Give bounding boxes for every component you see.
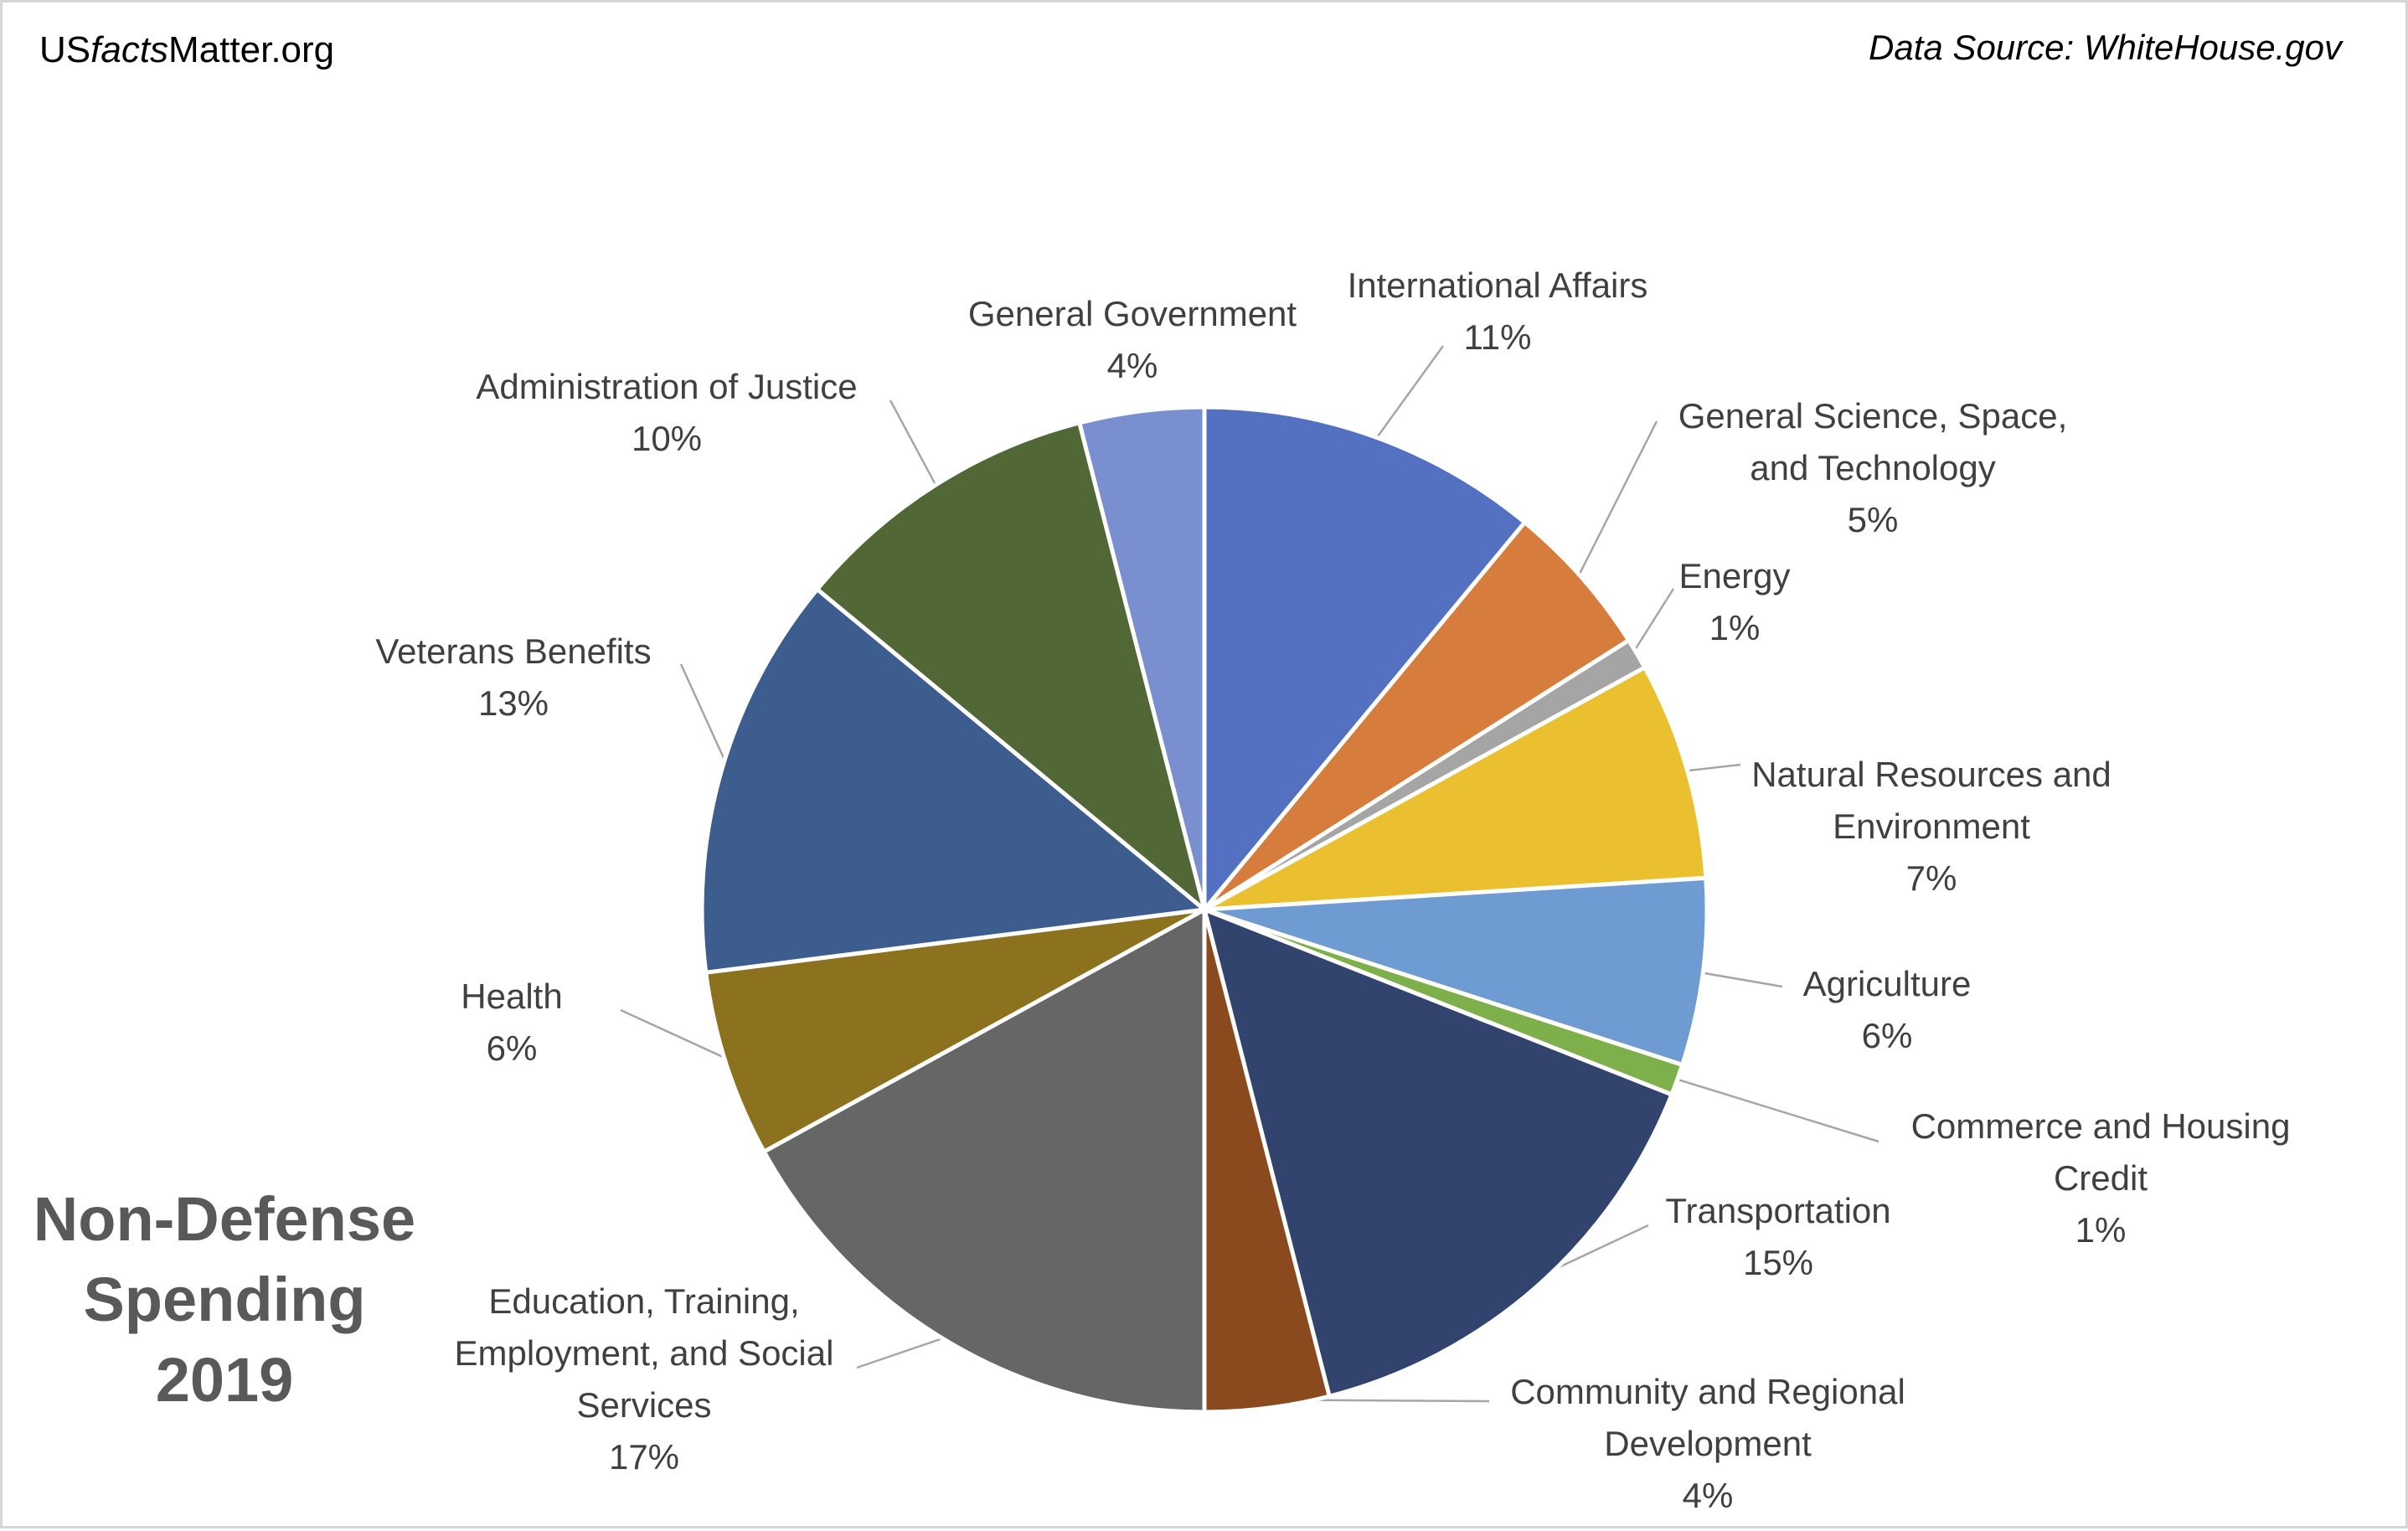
slice-percent: 5%: [1848, 500, 1899, 539]
pie-slice-international-affairs: [1202, 405, 1527, 912]
slice-label-natural-resources-and-environment: Natural Resources and Environment 7%: [1751, 755, 2112, 898]
leader-line-veterans-benefits: [679, 663, 731, 772]
slice-label-veterans-benefits: Veterans Benefits 13%: [375, 631, 651, 723]
slice-label-line: Education, Training,: [488, 1281, 799, 1321]
slice-label-line: General Science, Space,: [1678, 396, 2068, 436]
slice-label-line: Services: [576, 1385, 711, 1425]
slice-percent: 6%: [1862, 1016, 1913, 1055]
pie-slice-health: [704, 907, 1207, 1154]
leader-line-agriculture: [1694, 970, 1783, 988]
leader-line-administration-of-justice: [889, 400, 941, 493]
slice-label-administration-of-justice: Administration of Justice 10%: [476, 367, 857, 458]
slice-label-general-government: General Government 4%: [968, 294, 1297, 385]
slice-percent: 11%: [1464, 317, 1532, 357]
slice-label-line: Transportation: [1665, 1191, 1890, 1230]
site-suffix: Matter.org: [168, 29, 335, 70]
slice-label-line: Development: [1604, 1424, 1812, 1463]
slice-percent: 17%: [609, 1437, 679, 1477]
slice-label-international-affairs: International Affairs 11%: [1348, 265, 1648, 357]
slice-percent: 6%: [487, 1028, 538, 1068]
slice-percent: 15%: [1743, 1243, 1813, 1282]
chart-title-line: Non-Defense: [33, 1184, 416, 1254]
slice-label-agriculture: Agriculture 6%: [1803, 964, 1972, 1055]
pie-slice-veterans-benefits: [699, 587, 1207, 975]
slice-percent: 1%: [1709, 608, 1761, 647]
slice-percent: 10%: [632, 419, 702, 458]
chart-title: Non-Defense Spending 2019: [3, 1179, 446, 1420]
slice-percent: 4%: [1683, 1476, 1734, 1515]
site-italic: facts: [90, 29, 169, 70]
slice-label-transportation: Transportation 15%: [1665, 1191, 1890, 1282]
leader-line-international-affairs: [1370, 345, 1445, 446]
data-source: Data Source: WhiteHouse.gov: [1869, 28, 2342, 67]
pie-slice-natural-resources-and-environment: [1202, 665, 1709, 912]
pie-slice-administration-of-justice: [815, 420, 1207, 912]
slice-label-general-science-space-and-technology: General Science, Space, and Technology 5%: [1678, 396, 2068, 539]
slice-labels: International Affairs 11% General Science,…: [375, 265, 2290, 1515]
slice-label-community-and-regional-development: Community and Regional Development 4%: [1510, 1372, 1905, 1515]
slice-label-line: Administration of Justice: [476, 367, 857, 406]
slice-label-education-training-employment-and-social-services: Education, Training, Employment, and Soci…: [455, 1281, 834, 1477]
pie-slice-transportation: [1202, 907, 1674, 1399]
chart-title-line: Spending: [83, 1265, 366, 1334]
slice-label-line: and Technology: [1750, 448, 1995, 487]
leader-line-education-training-employment-and-social-services: [856, 1333, 954, 1369]
pie-slice-agriculture: [1202, 875, 1709, 1067]
slice-label-line: Health: [461, 977, 562, 1016]
slice-label-energy: Energy 1%: [1678, 556, 1790, 647]
slice-label-line: Environment: [1833, 807, 2030, 846]
slice-percent: 13%: [478, 683, 549, 723]
slice-label-line: International Affairs: [1348, 265, 1648, 305]
slice-label-line: Community and Regional: [1510, 1372, 1905, 1411]
slice-label-line: Energy: [1678, 556, 1790, 595]
pie-slice-education-training-employment-and-social-services: [761, 907, 1207, 1415]
leader-line-health: [620, 1008, 735, 1064]
pie-slice-general-science-space-and-technology: [1202, 520, 1632, 912]
slice-label-line: Credit: [2054, 1158, 2148, 1198]
slice-label-line: Employment, and Social: [455, 1333, 834, 1373]
slice-label-health: Health 6%: [461, 977, 562, 1068]
site-prefix: US: [39, 29, 91, 70]
slice-percent: 4%: [1107, 346, 1158, 385]
leader-line-energy: [1628, 588, 1675, 659]
site-name: USfactsMatter.org: [39, 29, 334, 71]
pie-slices: [699, 405, 1709, 1415]
leader-line-commerce-and-housing-credit: [1668, 1075, 1879, 1143]
slice-percent: 1%: [2075, 1210, 2127, 1250]
pie-slice-general-government: [1077, 405, 1207, 912]
slice-label-line: Natural Resources and: [1751, 755, 2112, 794]
slice-label-line: Agriculture: [1803, 964, 1972, 1003]
pie-chart: International Affairs 11% General Science,…: [375, 265, 2290, 1515]
slice-percent: 7%: [1906, 858, 1957, 898]
chart-title-line: 2019: [155, 1345, 294, 1415]
leader-lines: [620, 345, 1879, 1403]
slice-label-commerce-and-housing-credit: Commerce and Housing Credit 1%: [1911, 1106, 2291, 1250]
slice-label-line: Commerce and Housing: [1911, 1106, 2291, 1146]
slice-label-line: General Government: [968, 294, 1297, 333]
slice-label-line: Veterans Benefits: [375, 631, 651, 671]
leader-line-general-science-space-and-technology: [1574, 420, 1658, 584]
